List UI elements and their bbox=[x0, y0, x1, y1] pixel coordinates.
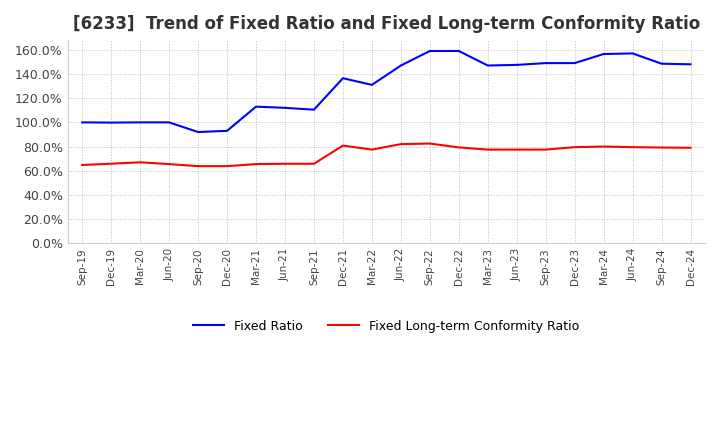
Fixed Ratio bbox=[397, 63, 405, 68]
Fixed Ratio bbox=[368, 82, 377, 88]
Fixed Long-term Conformity Ratio bbox=[599, 144, 608, 149]
Fixed Long-term Conformity Ratio bbox=[338, 143, 347, 148]
Fixed Long-term Conformity Ratio bbox=[686, 145, 695, 150]
Fixed Ratio bbox=[281, 105, 289, 110]
Fixed Ratio bbox=[657, 61, 666, 66]
Fixed Ratio bbox=[426, 48, 434, 54]
Fixed Ratio bbox=[541, 60, 550, 66]
Fixed Ratio bbox=[570, 60, 579, 66]
Fixed Ratio bbox=[599, 51, 608, 57]
Fixed Long-term Conformity Ratio bbox=[107, 161, 115, 166]
Line: Fixed Ratio: Fixed Ratio bbox=[82, 51, 690, 132]
Fixed Long-term Conformity Ratio bbox=[368, 147, 377, 152]
Fixed Long-term Conformity Ratio bbox=[252, 161, 261, 167]
Fixed Long-term Conformity Ratio bbox=[165, 161, 174, 167]
Fixed Ratio bbox=[107, 120, 115, 125]
Fixed Long-term Conformity Ratio bbox=[454, 145, 463, 150]
Fixed Ratio bbox=[136, 120, 145, 125]
Fixed Ratio bbox=[483, 63, 492, 68]
Fixed Ratio bbox=[629, 51, 637, 56]
Legend: Fixed Ratio, Fixed Long-term Conformity Ratio: Fixed Ratio, Fixed Long-term Conformity … bbox=[188, 315, 585, 337]
Fixed Ratio bbox=[454, 48, 463, 54]
Fixed Long-term Conformity Ratio bbox=[397, 142, 405, 147]
Fixed Long-term Conformity Ratio bbox=[513, 147, 521, 152]
Fixed Long-term Conformity Ratio bbox=[281, 161, 289, 166]
Title: [6233]  Trend of Fixed Ratio and Fixed Long-term Conformity Ratio: [6233] Trend of Fixed Ratio and Fixed Lo… bbox=[73, 15, 700, 33]
Fixed Ratio bbox=[78, 120, 86, 125]
Fixed Ratio bbox=[338, 76, 347, 81]
Fixed Ratio bbox=[165, 120, 174, 125]
Fixed Long-term Conformity Ratio bbox=[629, 144, 637, 150]
Fixed Long-term Conformity Ratio bbox=[136, 160, 145, 165]
Fixed Long-term Conformity Ratio bbox=[310, 161, 318, 166]
Fixed Long-term Conformity Ratio bbox=[541, 147, 550, 152]
Fixed Long-term Conformity Ratio bbox=[570, 144, 579, 150]
Fixed Ratio bbox=[252, 104, 261, 109]
Fixed Long-term Conformity Ratio bbox=[194, 164, 202, 169]
Fixed Long-term Conformity Ratio bbox=[483, 147, 492, 152]
Fixed Ratio bbox=[194, 129, 202, 135]
Fixed Long-term Conformity Ratio bbox=[78, 162, 86, 168]
Fixed Long-term Conformity Ratio bbox=[657, 145, 666, 150]
Fixed Ratio bbox=[513, 62, 521, 68]
Line: Fixed Long-term Conformity Ratio: Fixed Long-term Conformity Ratio bbox=[82, 143, 690, 166]
Fixed Ratio bbox=[310, 107, 318, 112]
Fixed Long-term Conformity Ratio bbox=[426, 141, 434, 146]
Fixed Ratio bbox=[686, 62, 695, 67]
Fixed Ratio bbox=[222, 128, 231, 133]
Fixed Long-term Conformity Ratio bbox=[222, 164, 231, 169]
